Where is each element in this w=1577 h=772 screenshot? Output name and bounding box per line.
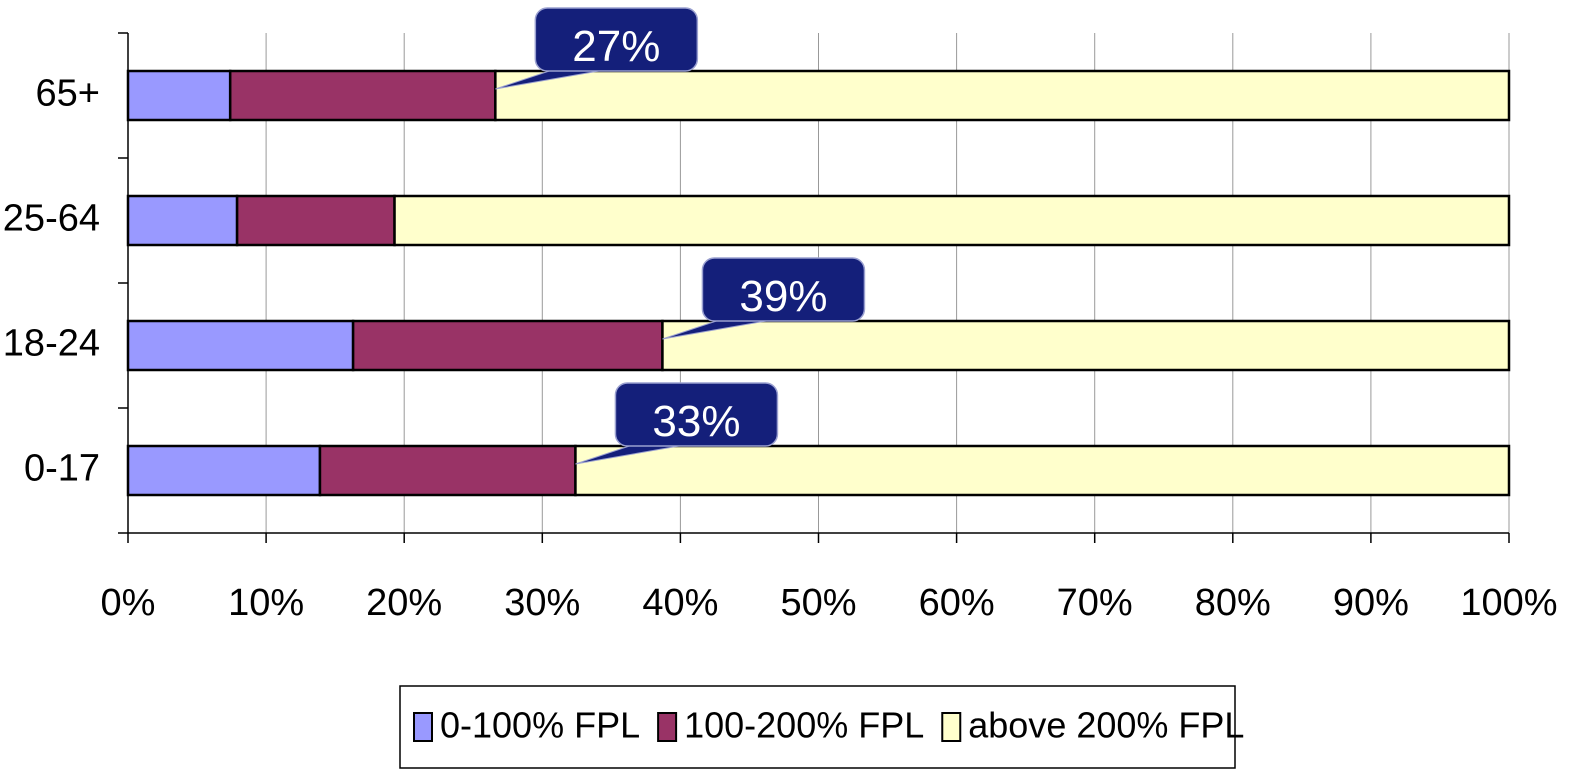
legend-label: 0-100% FPL [440,705,640,746]
bar-segment [574,444,1511,497]
callout-label: 33% [652,397,740,446]
x-tick-label: 90% [1333,582,1409,624]
bar-segment [351,319,664,372]
x-tick-label: 70% [1057,582,1133,624]
legend-swatch [657,712,678,742]
callout-label: 27% [572,22,660,71]
bar-segment [126,194,239,247]
x-tick-label: 50% [780,582,856,624]
x-tick-label: 30% [504,582,580,624]
legend-swatch [413,712,433,742]
x-tick-label: 60% [919,582,995,624]
callout-box [614,382,779,447]
x-tick-label: 100% [1460,582,1557,624]
bar-segment [235,194,396,247]
y-tick-label: 18-24 [3,323,100,365]
x-tick-label: 20% [366,582,442,624]
bar-segment [494,69,1511,122]
legend-box [399,685,1236,769]
callout-box [534,7,699,72]
legend-label: above 200% FPL [968,705,1244,746]
legend-swatch [941,712,962,742]
bar-segment [318,444,577,497]
y-tick-label: 25-64 [3,198,100,240]
bar-segment [661,319,1511,372]
legend-label: 100-200% FPL [684,705,924,746]
x-tick-label: 40% [642,582,718,624]
bar-segment [228,69,497,122]
bar-segment [393,194,1511,247]
y-tick-label: 0-17 [24,448,100,490]
callout-label: 39% [739,272,827,321]
x-tick-label: 80% [1195,582,1271,624]
bar-segment [126,319,355,372]
bar-segment [126,444,322,497]
y-tick-label: 65+ [36,73,100,115]
x-tick-label: 0% [101,582,156,624]
x-tick-label: 10% [228,582,304,624]
bar-segment [126,69,232,122]
callout-box [701,257,866,322]
